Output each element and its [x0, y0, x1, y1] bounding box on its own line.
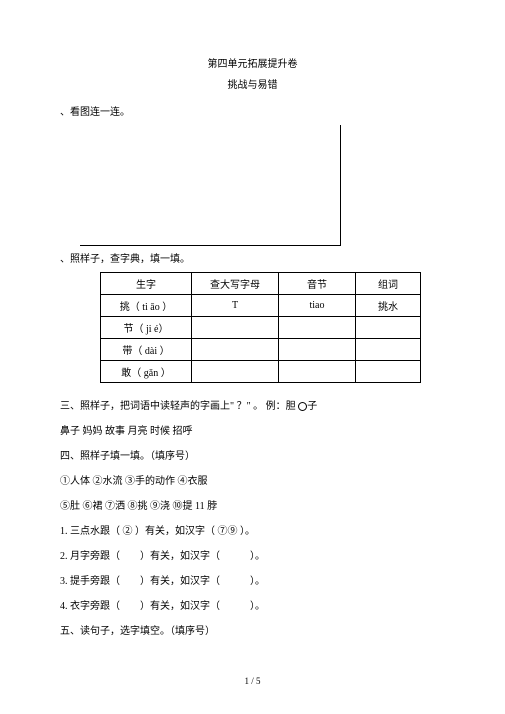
doc-subtitle: 挑战与易错 — [60, 76, 445, 91]
body-line-2: 鼻子 妈妈 故事 月亮 时候 招呼 — [60, 424, 445, 440]
cell — [279, 361, 356, 383]
body-line-1d: 子 — [307, 401, 317, 412]
cell: T — [192, 295, 279, 317]
dictionary-table: 生字 查大写字母 音节 组词 挑（ ti āo ） T tiao 挑水 节（ j… — [100, 272, 421, 383]
image-placeholder-box — [80, 125, 341, 246]
section-1-label: 、看图连一连。 — [60, 105, 445, 121]
body-line-5: ⑤肚 ⑥裙 ⑦洒 ⑧挑 ⑨浇 ⑩提 11 脖 — [60, 499, 445, 515]
body-line-1: 三、照样子，把词语中读轻声的字画上" ？" 。 例：胆 子 — [60, 399, 445, 415]
circle-icon — [298, 402, 307, 411]
cell: tiao — [279, 295, 356, 317]
cell: 挑水 — [356, 295, 421, 317]
th-letter: 查大写字母 — [192, 273, 279, 295]
th-char: 生字 — [101, 273, 192, 295]
cell — [356, 339, 421, 361]
body-line-10: 五、读句子，选字填空。（填序号） — [60, 624, 445, 640]
cell — [279, 339, 356, 361]
cell — [192, 339, 279, 361]
body-line-4: ①人体 ②水流 ③手的动作 ④衣服 — [60, 474, 445, 490]
cell — [192, 361, 279, 383]
cell: 带（ dài ） — [101, 339, 192, 361]
body-line-6: 1. 三点水跟（ ② ）有关，如汉字（ ⑦⑨ ）。 — [60, 524, 445, 540]
body-line-7: 2. 月字旁跟（ ）有关，如汉字（ ）。 — [60, 549, 445, 565]
body-line-9: 4. 衣字旁跟（ ）有关，如汉字（ ）。 — [60, 599, 445, 615]
body-line-1a: 三、照样子，把词语中读轻声的字画上" — [60, 401, 237, 412]
cell — [356, 361, 421, 383]
th-word: 组词 — [356, 273, 421, 295]
th-syllable: 音节 — [279, 273, 356, 295]
section-2-label: 、照样子，查字典，填一填。 — [60, 252, 445, 268]
body-line-1c: " 。 例：胆 — [247, 401, 299, 412]
body-line-1b: ？ — [237, 401, 247, 412]
cell — [279, 317, 356, 339]
body-line-8: 3. 提手旁跟（ ）有关，如汉字（ ）。 — [60, 574, 445, 590]
body-line-3: 四、照样子填一填。（填序号） — [60, 449, 445, 465]
cell: 挑（ ti āo ） — [101, 295, 192, 317]
cell: 节（ ji é） — [101, 317, 192, 339]
cell — [192, 317, 279, 339]
page-number: 1 / 5 — [0, 676, 505, 686]
cell: 敢（ gǎn ） — [101, 361, 192, 383]
cell — [356, 317, 421, 339]
doc-title: 第四单元拓展提升卷 — [60, 55, 445, 70]
